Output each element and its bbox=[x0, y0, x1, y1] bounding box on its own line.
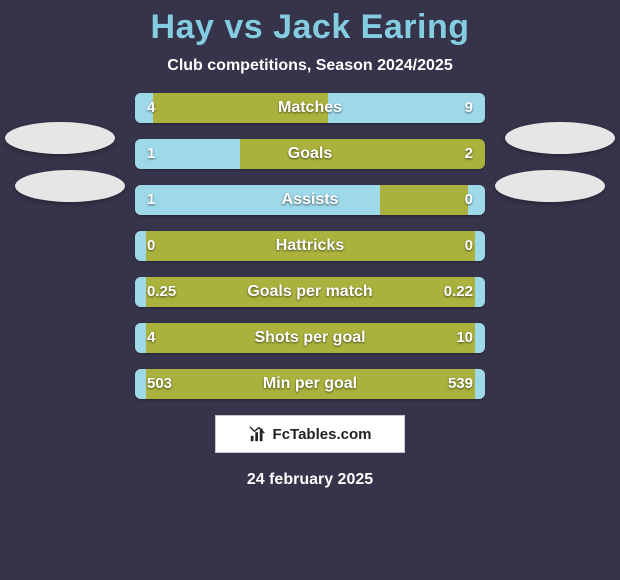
stat-bar-right-fill bbox=[468, 185, 486, 215]
stat-bar-row: 1Assists0 bbox=[135, 185, 485, 215]
stat-bar-left-value: 4 bbox=[147, 323, 155, 353]
bar-chart-icon bbox=[249, 425, 267, 443]
stat-bar-right-fill bbox=[475, 323, 486, 353]
stat-bar-left-value: 0 bbox=[147, 231, 155, 261]
stat-bar-row: 4Matches9 bbox=[135, 93, 485, 123]
page-subtitle: Club competitions, Season 2024/2025 bbox=[0, 57, 620, 75]
stat-bar-right-value: 0.22 bbox=[444, 277, 473, 307]
stat-bar-label: Shots per goal bbox=[135, 323, 485, 353]
stat-bar-right-fill bbox=[475, 231, 486, 261]
stat-bar-left-fill bbox=[135, 139, 240, 169]
stat-bar-right-fill bbox=[328, 93, 486, 123]
stat-bar-label: Min per goal bbox=[135, 369, 485, 399]
stat-bars-container: 4Matches9 1Goals2 1Assists0 0Hattricks0 0.25… bbox=[135, 93, 485, 399]
stat-bar-left-value: 0.25 bbox=[147, 277, 176, 307]
page-date: 24 february 2025 bbox=[0, 471, 620, 489]
stat-bar-row: 503Min per goal539 bbox=[135, 369, 485, 399]
team-badge-right-1 bbox=[505, 122, 615, 154]
attribution-text: FcTables.com bbox=[273, 426, 372, 443]
stat-bar-row: 1Goals2 bbox=[135, 139, 485, 169]
stat-bar-left-value: 503 bbox=[147, 369, 172, 399]
team-badge-left-1 bbox=[5, 122, 115, 154]
stat-bar-left-fill bbox=[135, 369, 146, 399]
stat-bar-left-fill bbox=[135, 277, 146, 307]
stat-bar-right-value: 10 bbox=[456, 323, 473, 353]
stat-bar-label: Goals per match bbox=[135, 277, 485, 307]
stat-bar-left-fill bbox=[135, 185, 380, 215]
stat-bar-right-value: 0 bbox=[465, 231, 473, 261]
stat-bar-right-value: 539 bbox=[448, 369, 473, 399]
stat-bar-left-fill bbox=[135, 93, 153, 123]
stat-bar-left-fill bbox=[135, 231, 146, 261]
team-badge-left-2 bbox=[15, 170, 125, 202]
team-badge-right-2 bbox=[495, 170, 605, 202]
stat-bar-row: 0.25Goals per match0.22 bbox=[135, 277, 485, 307]
page-title: Hay vs Jack Earing bbox=[0, 0, 620, 47]
stat-bar-right-fill bbox=[475, 369, 486, 399]
stat-bar-right-fill bbox=[475, 277, 486, 307]
stat-bar-right-value: 2 bbox=[465, 139, 473, 169]
stat-bar-label: Hattricks bbox=[135, 231, 485, 261]
stat-bar-left-fill bbox=[135, 323, 146, 353]
attribution-badge[interactable]: FcTables.com bbox=[215, 415, 405, 453]
stat-bar-row: 4Shots per goal10 bbox=[135, 323, 485, 353]
stat-bar-row: 0Hattricks0 bbox=[135, 231, 485, 261]
